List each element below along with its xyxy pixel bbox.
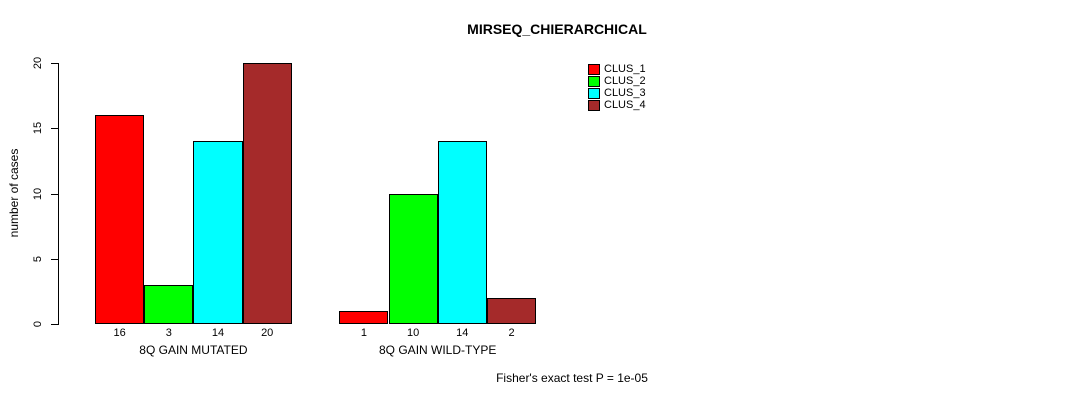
y-axis-tick (51, 324, 58, 325)
legend: CLUS_1 CLUS_2 CLUS_3 CLUS_4 (588, 63, 646, 111)
bar-value-label: 20 (261, 327, 274, 339)
bar-value-label: 16 (113, 327, 126, 339)
y-axis-tick (51, 128, 58, 130)
bar (437, 141, 487, 324)
legend-swatch-icon (588, 63, 600, 75)
bar (193, 141, 243, 324)
legend-item: CLUS_2 (588, 75, 646, 87)
bar-value-label: 10 (406, 327, 420, 339)
y-axis-tick-label: 15 (32, 122, 44, 135)
y-axis-tick-label: 0 (32, 320, 44, 328)
legend-item: CLUS_3 (588, 87, 646, 99)
y-axis-tick (51, 258, 58, 260)
y-axis-tick-label: 20 (32, 56, 44, 70)
y-axis-label: number of cases (7, 148, 21, 238)
bar (95, 115, 145, 324)
legend-item: CLUS_1 (588, 63, 646, 75)
bar-value-label: 3 (165, 327, 172, 339)
bar (339, 310, 389, 324)
legend-label: CLUS_3 (604, 86, 646, 99)
group-label: 8Q GAIN WILD-TYPE (379, 343, 497, 357)
legend-label: CLUS_4 (604, 98, 646, 111)
legend-swatch-icon (588, 87, 600, 99)
legend-item: CLUS_4 (588, 99, 646, 111)
bar-value-label: 2 (508, 327, 515, 339)
chart-title: MIRSEQ_CHIERARCHICAL (467, 21, 647, 37)
legend-swatch-icon (588, 99, 600, 111)
legend-swatch-icon (588, 75, 600, 87)
bar-value-label: 14 (456, 327, 469, 339)
legend-label: CLUS_1 (604, 62, 646, 75)
group-label: 8Q GAIN MUTATED (139, 343, 248, 357)
bar-value-label: 14 (211, 327, 225, 339)
y-axis-tick (51, 193, 58, 195)
y-axis-tick (51, 63, 58, 64)
bar (242, 63, 292, 324)
y-axis-tick-label: 5 (32, 255, 44, 262)
fisher-test-caption: Fisher's exact test P = 1e-05 (496, 371, 648, 385)
y-axis-tick-label: 10 (32, 187, 44, 200)
bar (144, 284, 194, 324)
bar (388, 193, 438, 324)
bar (486, 297, 537, 324)
bar-value-label: 1 (360, 327, 367, 339)
legend-label: CLUS_2 (604, 74, 646, 87)
y-axis-line (58, 63, 59, 325)
